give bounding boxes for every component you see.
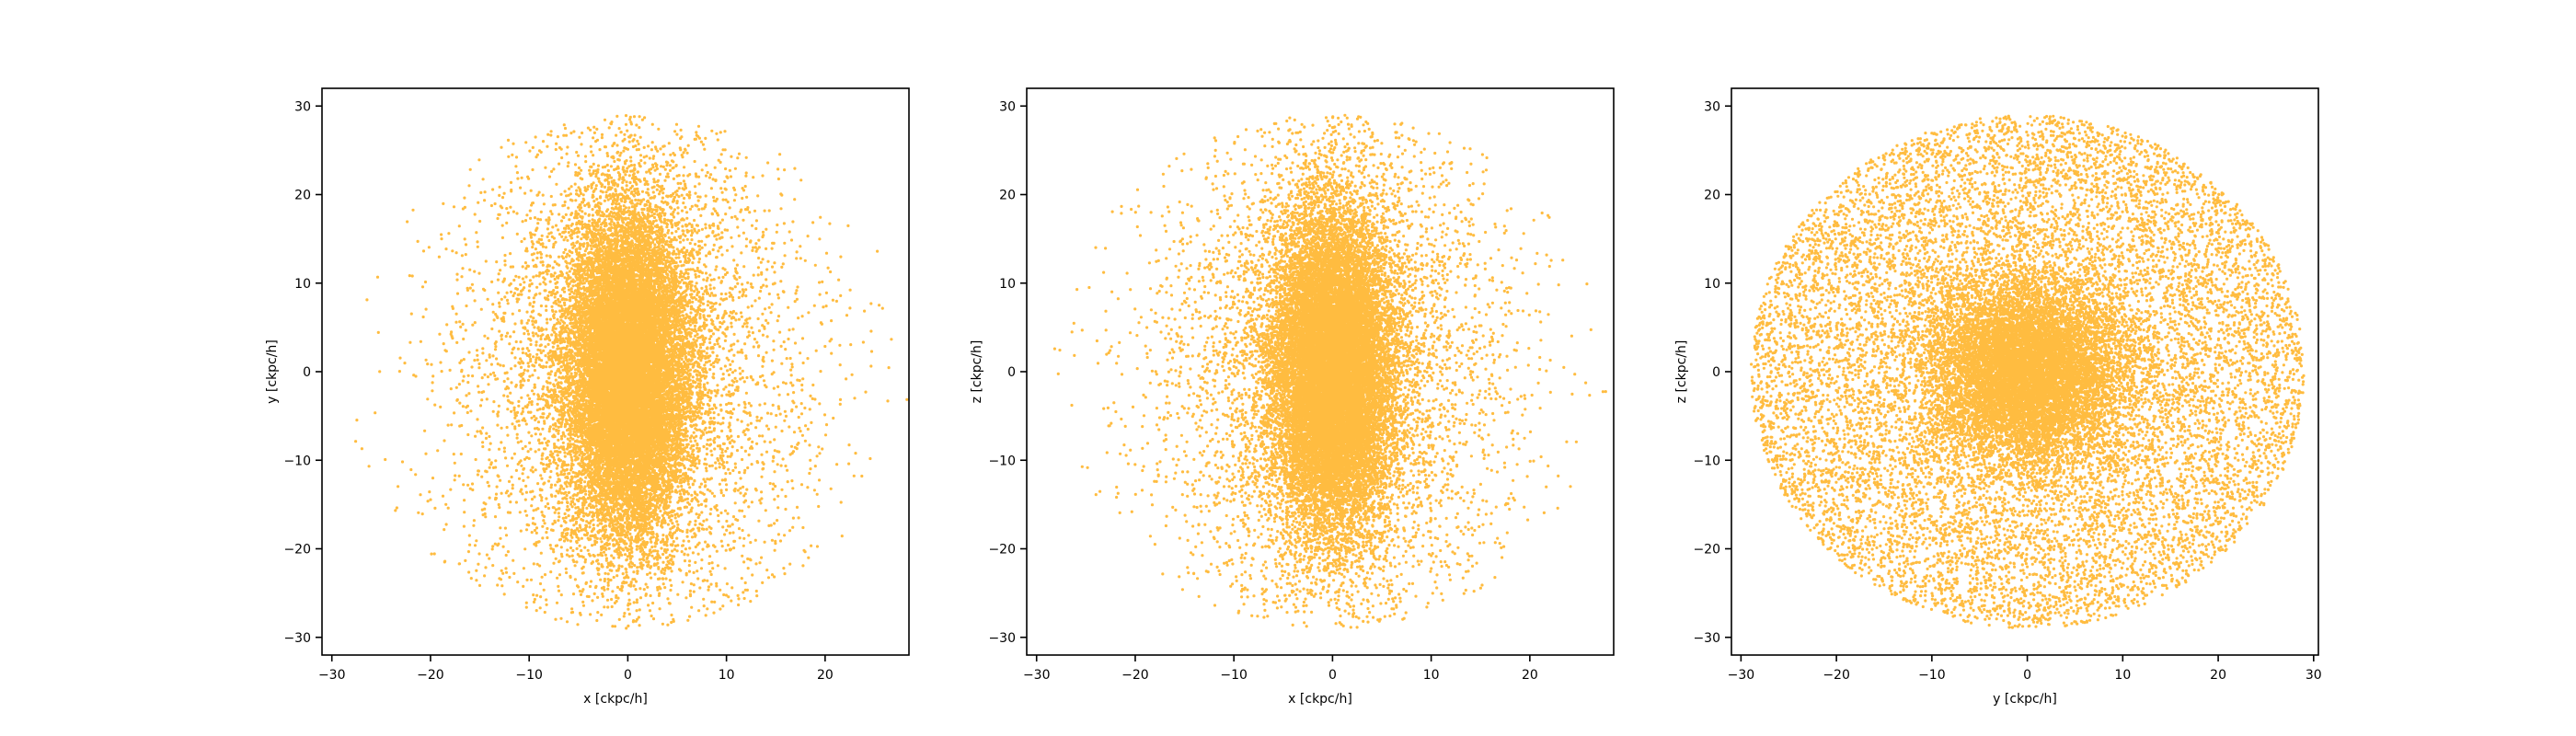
x-tick-label: 20	[2210, 668, 2226, 683]
x-tick-label: −20	[1823, 668, 1850, 683]
x-axis-label: x [ckpc/h]	[1288, 692, 1352, 707]
y-tick-label: 0	[1712, 365, 1720, 380]
x-tick-label: −10	[1918, 668, 1946, 683]
x-tick-label: 0	[624, 668, 632, 683]
y-tick-label: −20	[283, 543, 311, 558]
y-tick-label: 0	[1007, 365, 1016, 380]
y-tick-label: 20	[999, 189, 1016, 203]
y-axis-label: z [ckpc/h]	[1674, 340, 1689, 404]
x-tick-label: 20	[1522, 668, 1538, 683]
y-tick-label: 20	[294, 189, 311, 203]
x-tick-label: −30	[318, 668, 346, 683]
x-tick-label: −20	[417, 668, 444, 683]
x-tick-label: 30	[2306, 668, 2322, 683]
y-axis-label: z [ckpc/h]	[970, 340, 984, 404]
x-tick-label: 10	[2114, 668, 2131, 683]
y-tick-label: −20	[988, 543, 1016, 558]
y-tick-label: 10	[294, 277, 311, 292]
x-axis-label: x [ckpc/h]	[583, 692, 648, 707]
x-tick-label: 10	[719, 668, 735, 683]
x-tick-label: −30	[1728, 668, 1755, 683]
x-tick-label: −10	[515, 668, 543, 683]
y-tick-label: 10	[1704, 277, 1720, 292]
y-tick-label: −30	[1693, 631, 1720, 646]
y-tick-label: 30	[1704, 99, 1720, 114]
y-axis-label: y [ckpc/h]	[265, 339, 280, 404]
y-tick-label: −10	[283, 454, 311, 468]
x-tick-label: 20	[817, 668, 834, 683]
x-axis-label: y [ckpc/h]	[1993, 692, 2057, 707]
y-tick-label: −30	[988, 631, 1016, 646]
y-tick-label: 30	[294, 99, 311, 114]
x-tick-label: −10	[1220, 668, 1248, 683]
x-tick-label: 0	[2023, 668, 2031, 683]
y-tick-label: 20	[1704, 189, 1720, 203]
y-tick-label: −10	[1693, 454, 1720, 468]
y-tick-label: −30	[283, 631, 311, 646]
y-tick-label: 30	[999, 99, 1016, 114]
y-tick-label: 10	[999, 277, 1016, 292]
y-tick-label: −20	[1693, 543, 1720, 558]
x-tick-label: −30	[1023, 668, 1051, 683]
y-tick-label: −10	[988, 454, 1016, 468]
x-tick-label: −20	[1121, 668, 1149, 683]
x-tick-label: 10	[1423, 668, 1440, 683]
y-tick-label: 0	[303, 365, 311, 380]
x-tick-label: 0	[1328, 668, 1337, 683]
